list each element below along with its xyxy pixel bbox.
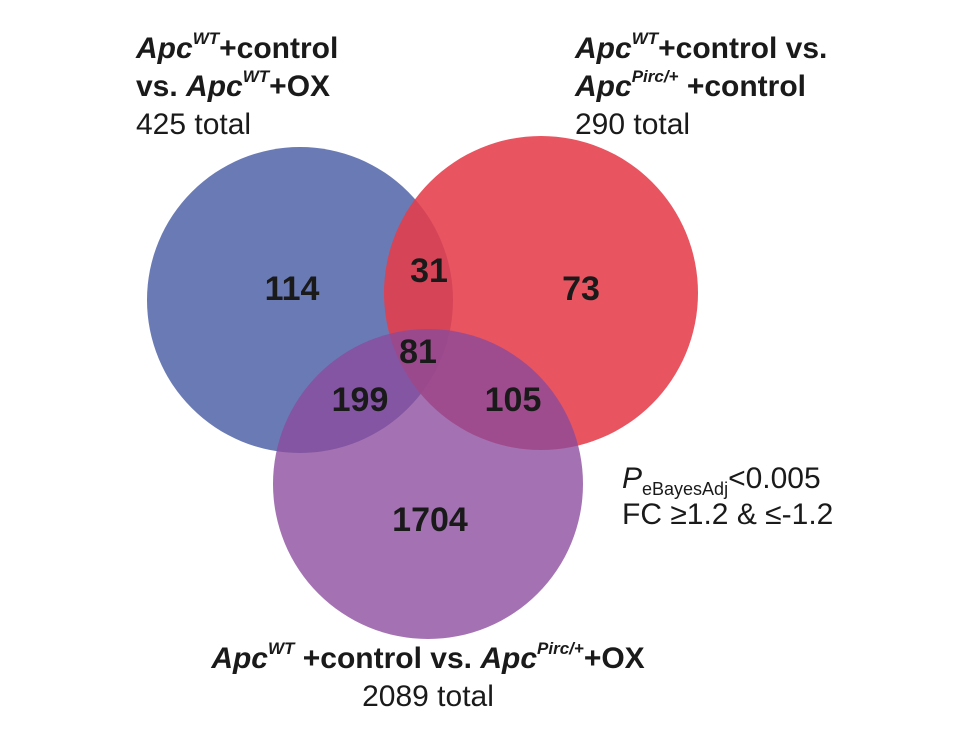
region-c-only-count: 1704 bbox=[392, 501, 468, 539]
region-ab-count: 31 bbox=[410, 252, 448, 290]
p-value-threshold: PeBayesAdj<0.005 bbox=[622, 462, 821, 499]
region-abc-count: 81 bbox=[399, 333, 437, 371]
set-c-circle bbox=[273, 329, 583, 639]
region-b-only-count: 73 bbox=[562, 270, 600, 308]
region-bc-count: 105 bbox=[484, 381, 542, 419]
region-ac-count: 199 bbox=[331, 381, 389, 419]
set-a-label: ApcWT+control vs. ApcWT+OX 425 total bbox=[136, 30, 338, 144]
set-b-label: ApcWT+control vs. ApcPirc/+ +control 290… bbox=[575, 30, 827, 144]
set-b-total: 290 total bbox=[575, 108, 691, 141]
threshold-note: PeBayesAdj<0.005 FC ≥1.2 & ≤-1.2 bbox=[622, 461, 833, 533]
set-c-label: ApcWT +control vs. ApcPirc/++OX 2089 tot… bbox=[0, 640, 856, 716]
set-a-total: 425 total bbox=[136, 108, 252, 141]
region-a-only-count: 114 bbox=[264, 270, 320, 308]
set-c-total: 2089 total bbox=[362, 680, 494, 713]
fold-change-threshold: FC ≥1.2 & ≤-1.2 bbox=[622, 498, 834, 531]
